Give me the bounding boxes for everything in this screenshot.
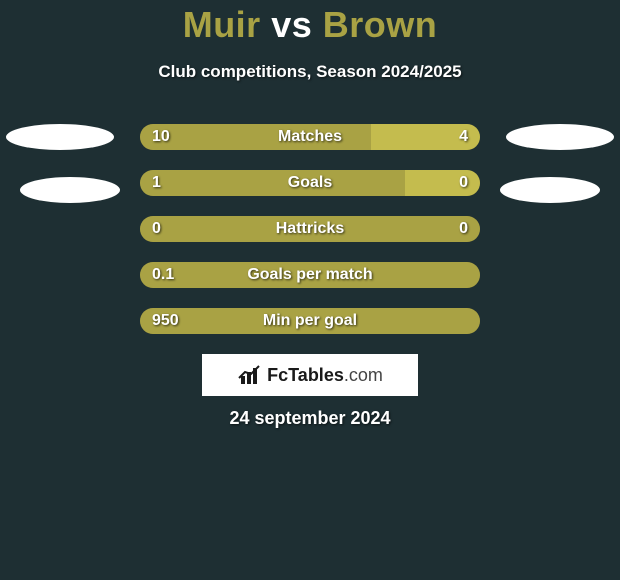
player-photo-placeholder (20, 177, 120, 203)
stat-label: Hattricks (140, 216, 480, 242)
logo-chart-icon (237, 364, 263, 386)
logo-brand-main: FcTables (267, 365, 344, 385)
stat-label: Min per goal (140, 308, 480, 334)
stat-value-right: 4 (459, 124, 468, 150)
comparison-infographic: Muir vs Brown Club competitions, Season … (0, 0, 620, 580)
stat-row: 950Min per goal (140, 308, 480, 334)
player-photo-placeholder (506, 124, 614, 150)
stat-row: 0.1Goals per match (140, 262, 480, 288)
vs-text: vs (271, 4, 312, 45)
page-title: Muir vs Brown (0, 4, 620, 46)
logo-box: FcTables.com (202, 354, 418, 396)
subtitle: Club competitions, Season 2024/2025 (0, 62, 620, 82)
player-photo-placeholder (6, 124, 114, 150)
stat-value-right: 0 (459, 216, 468, 242)
stat-label: Goals (140, 170, 480, 196)
stat-label: Goals per match (140, 262, 480, 288)
player-photo-placeholder (500, 177, 600, 203)
stat-row: 10Matches4 (140, 124, 480, 150)
logo-text: FcTables.com (267, 365, 383, 386)
date-text: 24 september 2024 (0, 408, 620, 429)
logo-brand-suffix: .com (344, 365, 383, 385)
stat-value-right: 0 (459, 170, 468, 196)
stat-row: 1Goals0 (140, 170, 480, 196)
player2-name: Brown (323, 4, 438, 45)
stat-row: 0Hattricks0 (140, 216, 480, 242)
player1-name: Muir (183, 4, 261, 45)
stat-label: Matches (140, 124, 480, 150)
stat-bars: 10Matches41Goals00Hattricks00.1Goals per… (140, 124, 480, 354)
